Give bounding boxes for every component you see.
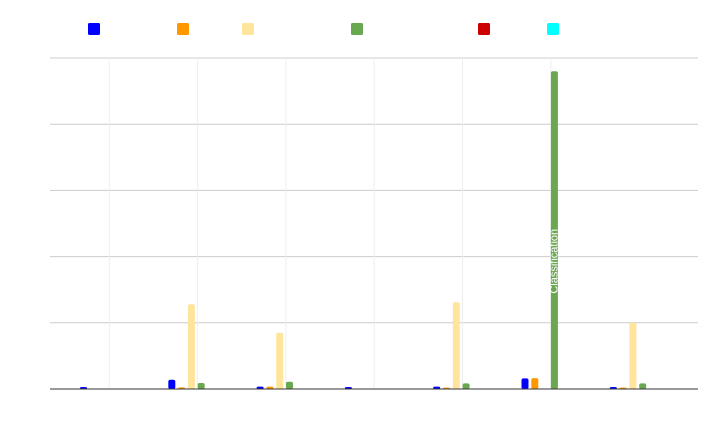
bar [452,302,460,389]
bar [276,332,284,389]
data-labels: Classification [548,229,560,294]
bar [462,383,470,389]
bar [256,386,264,389]
legend-swatch [177,23,189,35]
bar [266,386,274,389]
data-label: Classification [548,229,560,294]
bar [197,383,205,389]
bar [639,383,647,389]
bar [531,378,539,389]
bars [80,71,647,390]
gridlines [50,57,698,390]
bar [521,378,529,389]
legend-swatch [242,23,254,35]
bar [433,386,441,389]
bar [286,381,293,389]
legend-swatch [547,23,559,35]
legend [88,23,559,35]
bar [168,379,176,389]
bar [187,304,195,389]
bar [629,322,637,389]
bar [550,71,558,390]
legend-swatch [88,23,100,35]
legend-swatch [478,23,490,35]
legend-swatch [351,23,363,35]
